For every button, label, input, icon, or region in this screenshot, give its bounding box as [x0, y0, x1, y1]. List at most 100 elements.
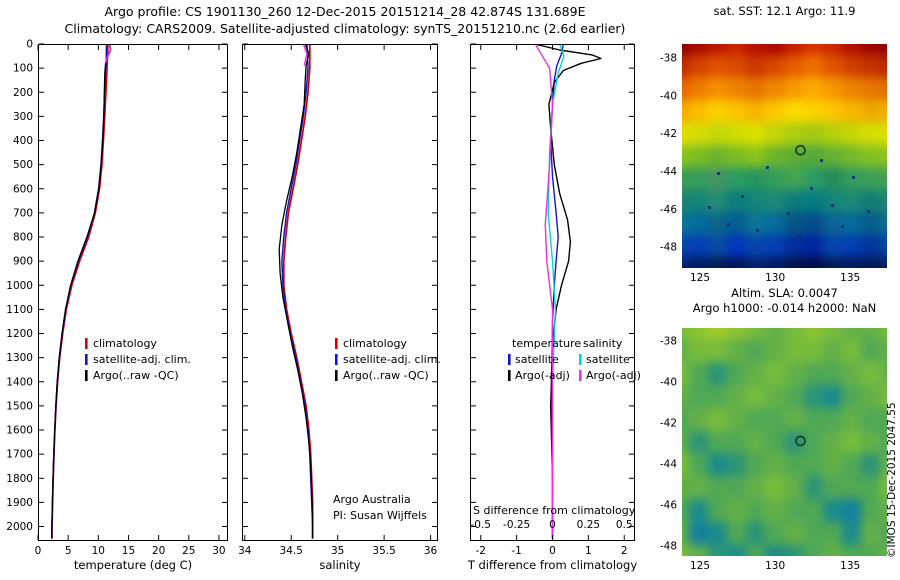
tick-label: -38: [660, 335, 677, 347]
axis-label: salinity: [319, 558, 360, 572]
tick-label: 0: [35, 545, 42, 557]
observation-dot: [755, 228, 759, 232]
legend-header: temperature: [512, 337, 581, 350]
sla-heatmap: [682, 328, 887, 556]
sst-map-title: sat. SST: 12.1 Argo: 11.9: [713, 4, 856, 18]
tick-label: 900: [13, 256, 33, 268]
sla-heatmap-grid: [682, 328, 887, 556]
tick-label: 1700: [6, 449, 33, 461]
argo-location-marker: [795, 144, 806, 156]
legend-swatch: [508, 370, 511, 381]
legend-label: satellite-adj. clim.: [343, 353, 441, 366]
tick-label: 125: [690, 560, 710, 572]
tick-label: -42: [660, 417, 677, 429]
legend-label: Argo(..raw -QC): [343, 369, 429, 382]
tick-label: -46: [660, 204, 677, 216]
series-argo-raw-qc-: [51, 44, 112, 539]
legend-swatch: [335, 338, 338, 349]
legend-swatch: [508, 354, 511, 365]
observation-dot: [787, 211, 791, 215]
tick-label: 400: [13, 135, 33, 147]
tick-label: 1600: [6, 425, 33, 437]
observation-dot: [740, 194, 744, 198]
observation-dot: [820, 158, 824, 162]
legend-swatch: [85, 370, 88, 381]
tick-label: 5: [65, 545, 72, 557]
tick-label: 2000: [6, 521, 33, 533]
tick-label: 135: [840, 272, 860, 284]
tick-label: 1200: [6, 328, 33, 340]
annotation: Argo Australia: [333, 493, 411, 506]
axes-box: [470, 44, 635, 541]
legend-header: salinity: [583, 337, 623, 350]
tick-label: 700: [13, 207, 33, 219]
tick-label: 0: [549, 545, 556, 557]
axis-label: S difference from climatology: [473, 504, 636, 517]
tick-label: -40: [660, 376, 677, 388]
plot-background: [38, 44, 228, 541]
observation-dot: [797, 234, 801, 238]
tick-label: 1: [585, 545, 592, 557]
tick-label: -46: [660, 499, 677, 511]
axis-label: T difference from climatology: [467, 558, 638, 572]
tick-label: 125: [690, 272, 710, 284]
legend-label: satellite-adj. clim.: [93, 353, 191, 366]
observation-dot: [707, 205, 711, 209]
tick-label: 35: [331, 545, 344, 557]
tick-label: -40: [660, 90, 677, 102]
tick-label: -1: [511, 545, 521, 557]
tick-label: 1500: [6, 400, 33, 412]
legend-label: climatology: [343, 337, 407, 350]
tick-label: 1100: [6, 304, 33, 316]
legend-label: climatology: [93, 337, 157, 350]
tick-label: 0.25: [577, 519, 600, 531]
tick-label: 34: [238, 545, 252, 557]
observation-dot: [830, 204, 834, 208]
tick-label: 35.5: [372, 545, 395, 557]
tick-label: 34.5: [280, 545, 303, 557]
series-argo-adj-: [534, 44, 554, 539]
legend-label: Argo(-adj): [586, 369, 641, 382]
tick-label: 800: [13, 232, 33, 244]
temperature-profile-chart: 0 5 10 15 20 25 30 temperature (deg C) 0 100 200 30…: [6, 39, 228, 572]
tick-label: 10: [92, 545, 105, 557]
legend-swatch: [335, 354, 338, 365]
tick-label: 1800: [6, 473, 33, 485]
tick-label: 30: [212, 545, 225, 557]
tick-label: 200: [13, 87, 33, 99]
legend-label: Argo(-adj): [515, 369, 570, 382]
tick-label: -42: [660, 128, 677, 140]
tick-label: 130: [765, 560, 785, 572]
sst-heatmap-grid: [682, 44, 887, 268]
tick-label: 2: [621, 545, 628, 557]
tick-label: 600: [13, 183, 33, 195]
tick-label: -0.5: [471, 519, 492, 531]
tick-label: 0: [26, 39, 33, 51]
tick-label: 300: [13, 111, 33, 123]
tick-label: 135: [840, 560, 860, 572]
legend-swatch: [579, 354, 582, 365]
observation-dot: [727, 222, 731, 226]
figure-title-line1: Argo profile: CS 1901130_260 12-Dec-2015…: [104, 4, 586, 19]
annotation: PI: Susan Wijffels: [333, 509, 427, 522]
legend-swatch: [335, 370, 338, 381]
difference-profile-chart: -2 -1 0 1 2T difference from climatology -0.5…: [467, 43, 641, 572]
tick-label: 500: [13, 159, 33, 171]
tick-label: -48: [660, 242, 677, 254]
imos-watermark: ©IMOS 15-Dec-2015 2047.55: [886, 402, 898, 558]
tick-label: 100: [13, 63, 33, 75]
tick-label: 1300: [6, 352, 33, 364]
observation-dot: [866, 209, 870, 213]
tick-label: -38: [660, 53, 677, 65]
legend-label: satellite: [515, 353, 559, 366]
tick-label: 1400: [6, 376, 33, 388]
tick-label: -44: [660, 166, 677, 178]
observation-dot: [716, 171, 720, 175]
axes-box: [242, 44, 438, 541]
observation-dot: [851, 175, 855, 179]
tick-label: -2: [476, 545, 486, 557]
observation-dot: [809, 187, 813, 191]
observation-dot: [841, 224, 845, 228]
